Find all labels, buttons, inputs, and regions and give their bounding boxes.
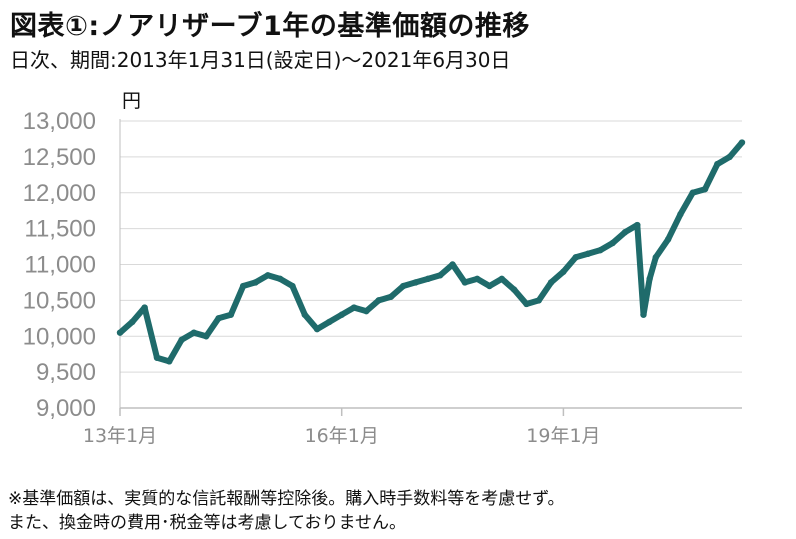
- data-point: [572, 254, 579, 261]
- data-point: [178, 336, 185, 344]
- footnote-1: ※基準価額は、実質的な信託報酬等控除後。購入時手数料等を考慮せず。: [8, 489, 565, 509]
- data-point: [129, 318, 136, 326]
- data-point: [338, 311, 345, 318]
- y-tick-label: 10,500: [23, 287, 96, 314]
- y-tick-label: 9,500: [36, 359, 96, 386]
- data-point: [664, 236, 672, 243]
- data-point: [547, 279, 555, 286]
- data-point: [437, 272, 444, 279]
- data-point: [646, 275, 653, 283]
- data-point: [227, 311, 235, 318]
- x-tick-label: 16年1月: [305, 425, 379, 447]
- data-point: [473, 275, 481, 283]
- y-tick-label: 13,000: [23, 108, 96, 135]
- data-point: [510, 286, 518, 293]
- data-point: [264, 272, 272, 279]
- data-point: [535, 297, 542, 304]
- data-point: [412, 279, 419, 286]
- data-point: [738, 139, 746, 146]
- data-point: [498, 275, 506, 283]
- data-point: [400, 282, 407, 290]
- data-point: [449, 261, 456, 268]
- data-point: [486, 282, 493, 290]
- data-point: [652, 254, 659, 261]
- footnote-2: また、換金時の費用･税金等は考慮しておりません。: [8, 513, 406, 533]
- data-point: [190, 329, 198, 336]
- data-point: [523, 300, 530, 308]
- data-point: [215, 315, 222, 322]
- data-point: [153, 354, 161, 361]
- x-tick-label: 19年1月: [526, 425, 600, 447]
- data-point: [701, 185, 709, 193]
- data-point: [326, 318, 333, 326]
- y-tick-label: 11,500: [24, 216, 96, 243]
- data-point: [560, 268, 567, 275]
- data-point: [363, 307, 370, 315]
- data-point: [203, 333, 210, 340]
- data-point: [141, 304, 148, 311]
- data-point: [621, 229, 629, 236]
- data-point: [313, 325, 321, 333]
- y-tick-label: 10,000: [23, 323, 96, 350]
- data-point: [597, 246, 604, 254]
- data-point: [252, 279, 259, 286]
- data-point: [116, 329, 124, 336]
- data-point: [640, 311, 647, 318]
- y-tick-label: 11,000: [24, 252, 96, 279]
- y-tick-label: 9,000: [36, 395, 96, 422]
- y-tick-label: 12,500: [23, 144, 96, 171]
- x-tick-label: 13年1月: [83, 425, 157, 447]
- data-point: [689, 189, 696, 196]
- nav-series-line: [117, 139, 745, 365]
- y-tick-label: 12,000: [23, 180, 96, 207]
- chart-title: 図表①:ノアリザーブ1年の基準価額の推移: [10, 11, 530, 42]
- data-point: [301, 311, 308, 318]
- data-point: [634, 221, 641, 229]
- data-point: [375, 297, 382, 304]
- data-point: [609, 239, 616, 247]
- data-point: [584, 250, 592, 257]
- data-point: [677, 211, 684, 218]
- data-point: [289, 282, 296, 290]
- data-point: [276, 275, 284, 283]
- data-point: [350, 304, 358, 311]
- data-point: [424, 275, 432, 283]
- data-point: [714, 160, 721, 168]
- data-point: [387, 293, 395, 300]
- data-point: [166, 358, 173, 365]
- y-axis-unit-label: 円: [122, 90, 141, 112]
- data-point: [239, 282, 247, 290]
- chart-subtitle: 日次、期間:2013年1月31日(設定日)～2021年6月30日: [10, 48, 511, 72]
- data-point: [461, 279, 469, 286]
- data-point: [726, 153, 733, 161]
